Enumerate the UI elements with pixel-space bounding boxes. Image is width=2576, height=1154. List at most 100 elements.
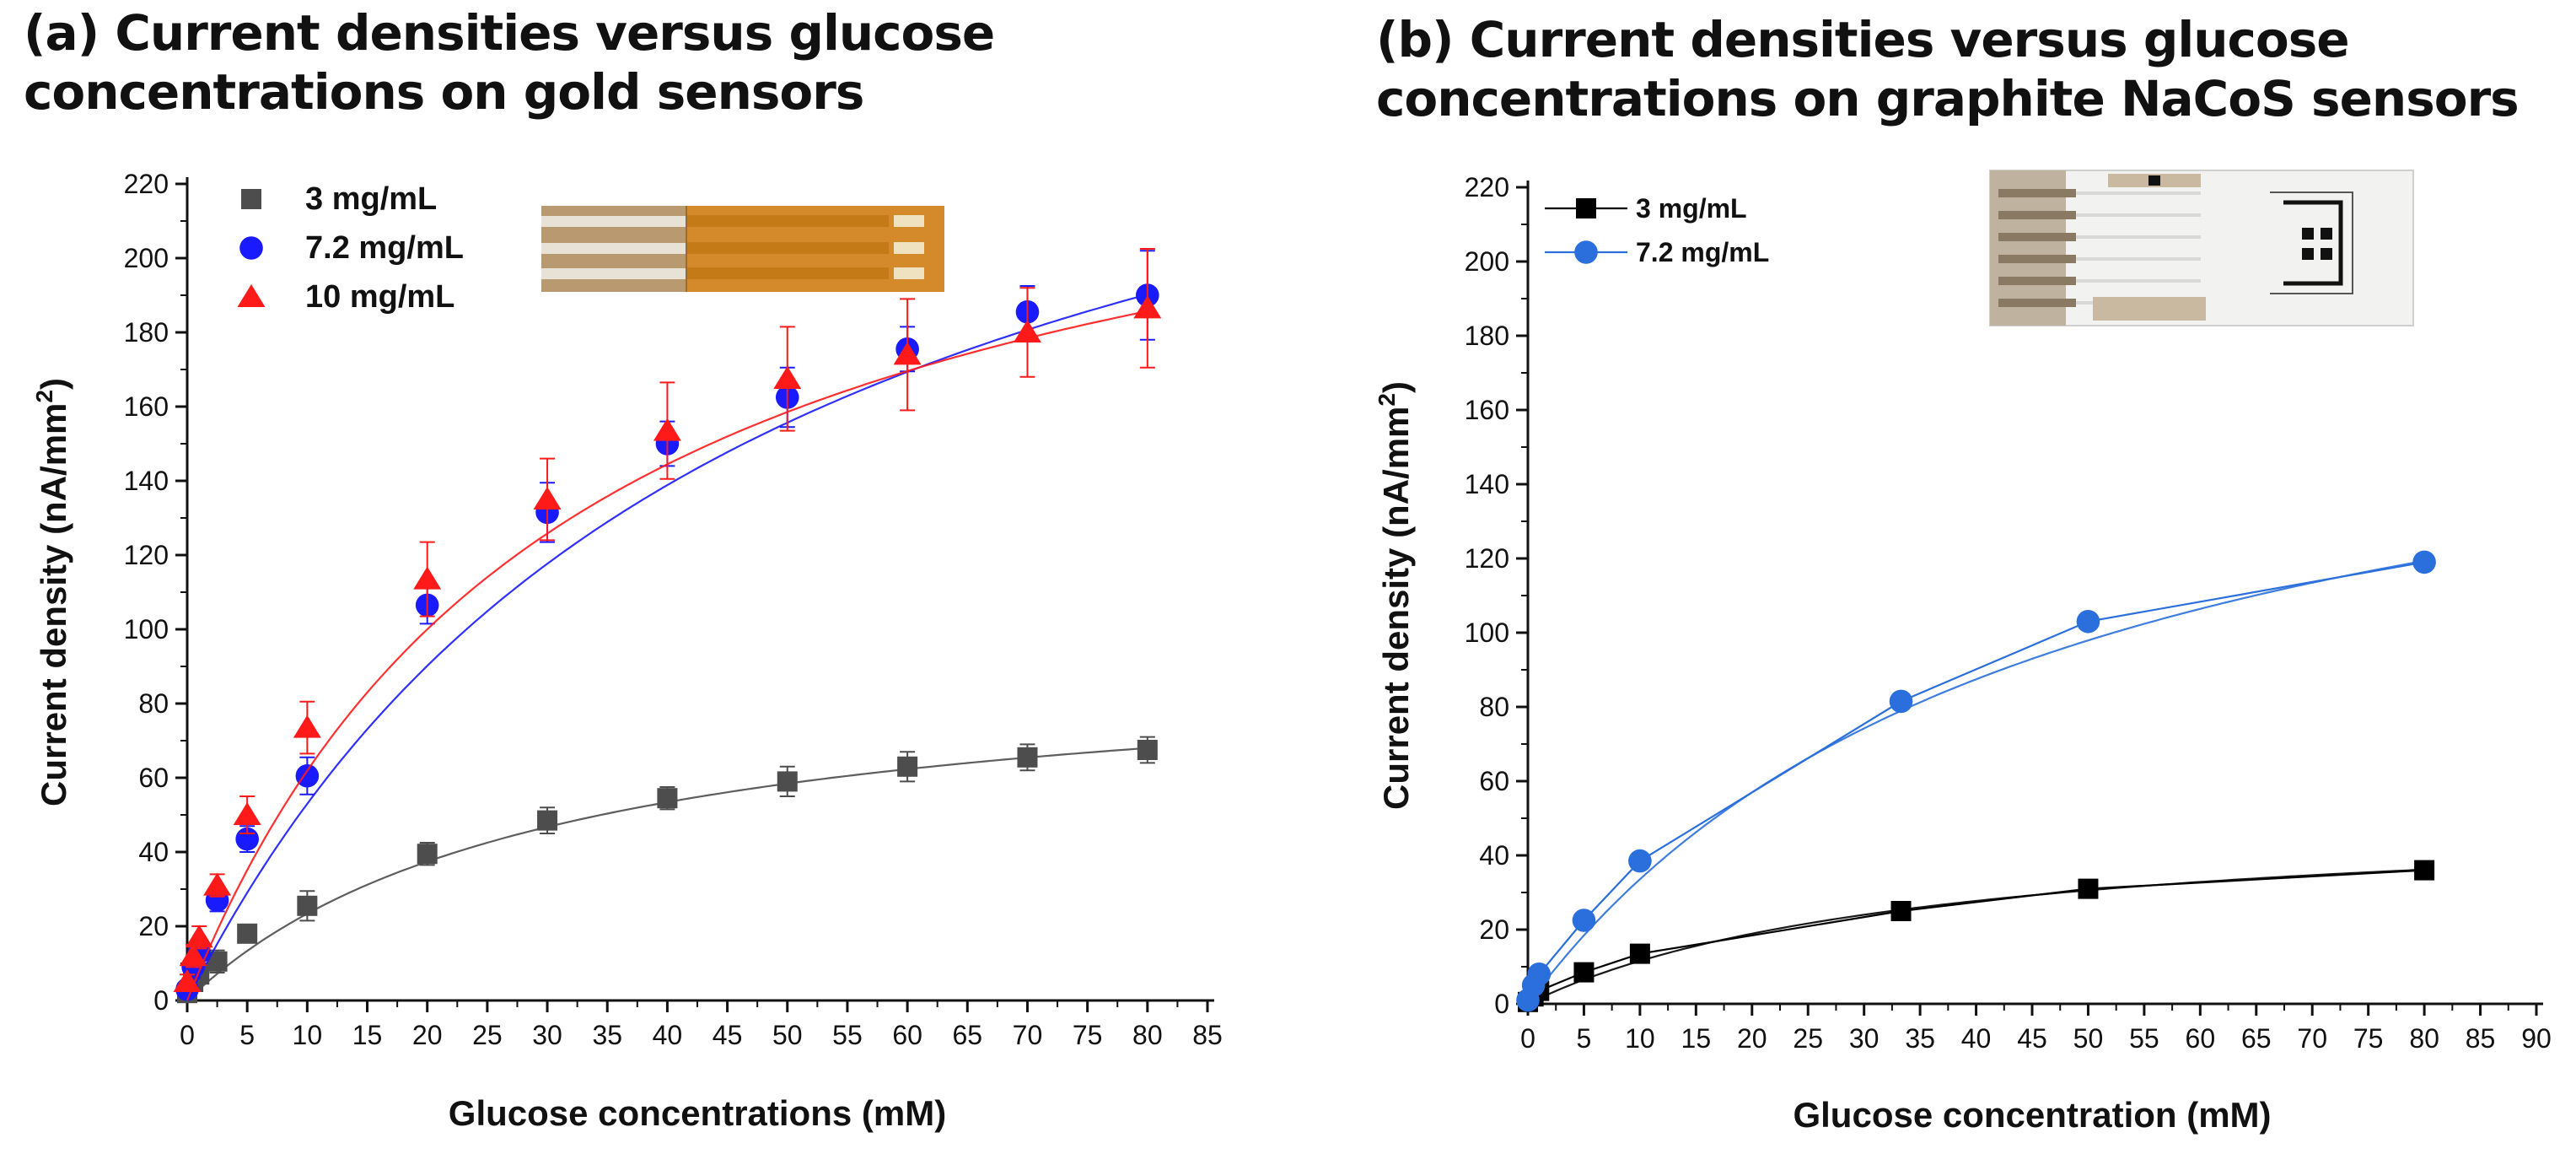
- chart-a-legend-marker-0: [241, 189, 261, 209]
- charta-y-tick-label: 80: [138, 688, 169, 719]
- chart-a-legend: 3 mg/mL 7.2 mg/mL 10 mg/mL: [237, 181, 464, 315]
- inset-b-working-pad: [2321, 228, 2332, 240]
- charta-y-tick-label: 40: [138, 837, 169, 867]
- charta-y-tick-label: 100: [124, 614, 169, 644]
- charta-y-tick-label: 160: [124, 391, 169, 422]
- chart-title-b: (b) Current densities versus glucose con…: [1376, 10, 2520, 128]
- chartb-point-1: [1572, 909, 1596, 932]
- inset-b-bottom-pad: [2093, 297, 2206, 321]
- chartb-y-tick-label: 200: [1465, 246, 1509, 277]
- chart-a-legend-label-0: 3 mg/mL: [305, 181, 437, 217]
- charta-point-0: [777, 771, 798, 792]
- charta-point-2: [293, 715, 321, 738]
- charta-point-2: [773, 366, 802, 389]
- charta-point-2: [233, 802, 261, 825]
- charta-x-tick-label: 30: [532, 1020, 562, 1050]
- inset-b-dot: [2148, 175, 2160, 186]
- chartb-y-tick-label: 40: [1479, 840, 1509, 871]
- charta-x-tick-label: 75: [1073, 1020, 1103, 1050]
- charta-point-2: [893, 342, 922, 365]
- charta-point-0: [1017, 747, 1038, 768]
- chartb-y-tick-label: 80: [1479, 692, 1509, 722]
- chart-b-legend: 3 mg/mL 7.2 mg/mL: [1545, 193, 1769, 267]
- inset-b-contact: [1998, 277, 2076, 285]
- chartb-x-tick-label: 80: [2409, 1023, 2439, 1054]
- chart-a-svg: 0 5 10 15 20 25 30 35 40 45 50 55 60 65 70 75 80 85 0 20 40 6…: [31, 169, 1223, 1133]
- chartb-y-tick-label: 160: [1465, 395, 1509, 425]
- chartb-y-tick-label: 120: [1465, 543, 1509, 574]
- charta-point-0: [417, 844, 438, 865]
- charta-y-tick-label: 220: [124, 169, 169, 199]
- inset-b-contact: [1998, 255, 2076, 263]
- chart-panel-a: (a) Current densities versus glucose con…: [0, 0, 1282, 1154]
- charta-point-2: [179, 943, 207, 967]
- chartb-x-tick-label: 50: [2073, 1023, 2104, 1054]
- chart-title-b-line-2: concentrations on graphite NaCoS sensors: [1376, 70, 2520, 127]
- chartb-y-tick-label: 220: [1465, 172, 1509, 202]
- chartb-point-0: [1629, 943, 1650, 964]
- inset-b-contact: [1998, 299, 2076, 307]
- charta-point-0: [297, 895, 318, 916]
- chartb-point-1: [2412, 550, 2436, 574]
- charta-x-axis-title: Glucose concentrations (mM): [449, 1093, 946, 1133]
- inset-b-contact: [1998, 211, 2076, 219]
- charta-x-tick-label: 70: [1013, 1020, 1043, 1050]
- charta-y-tick-label: 0: [153, 985, 169, 1016]
- charta-x-tick-label: 35: [592, 1020, 622, 1050]
- chart-b-svg: 0 5 10 15 20 25 30 35 40 45 50 55 60 65 70 75 80 85 90 0 20 4…: [1374, 170, 2552, 1135]
- inset-b-working-pad: [2321, 248, 2332, 260]
- charta-x-tick-label: 20: [412, 1020, 443, 1050]
- chartb-y-axis-title-main: Current density (nA/mm: [1376, 407, 1416, 810]
- chart-b-legend-marker-1: [1574, 240, 1598, 264]
- chart-title-a-line-2: concentrations on gold sensors: [24, 63, 864, 121]
- charta-x-tick-label: 55: [832, 1020, 863, 1050]
- chartb-x-tick-label: 55: [2129, 1023, 2159, 1054]
- charta-x-tick-label: 60: [892, 1020, 922, 1050]
- charta-point-2: [413, 566, 442, 590]
- charta-point-0: [537, 810, 558, 831]
- charta-series-0: [177, 736, 1158, 1004]
- charta-y-axis-title: Current density (nA/mm2): [31, 378, 73, 806]
- charta-point-2: [1133, 295, 1162, 319]
- inset-a-pad: [894, 242, 924, 254]
- inset-a-trace: [686, 215, 889, 227]
- charta-point-0: [897, 756, 918, 777]
- charta-x-tick-label: 25: [472, 1020, 503, 1050]
- charta-point-2: [185, 925, 213, 948]
- chartb-x-tick-label: 70: [2297, 1023, 2327, 1054]
- inset-a-pad: [894, 267, 924, 279]
- chartb-x-tick-label: 25: [1793, 1023, 1823, 1054]
- chartb-x-tick-label: 60: [2186, 1023, 2216, 1054]
- chart-a-legend-label-1: 7.2 mg/mL: [305, 230, 464, 266]
- charta-point-2: [1013, 320, 1041, 342]
- chartb-y-tick-label: 140: [1465, 469, 1509, 499]
- charta-x-tick-label: 10: [293, 1020, 323, 1050]
- chartb-x-tick-label: 45: [2017, 1023, 2047, 1054]
- charta-x-tick-label: 5: [239, 1020, 255, 1050]
- charta-point-2: [653, 418, 681, 441]
- inset-a-pad: [894, 215, 924, 227]
- chartb-point-1: [2076, 610, 2100, 634]
- charta-x-tick-label: 85: [1192, 1020, 1223, 1050]
- chartb-x-tick-label: 65: [2241, 1023, 2272, 1054]
- chartb-x-tick-label: 35: [1905, 1023, 1935, 1054]
- chartb-x-tick-label: 90: [2521, 1023, 2552, 1054]
- chartb-x-axis-title: Glucose concentration (mM): [1793, 1095, 2271, 1135]
- charta-fit-curve-1: [186, 293, 1148, 1001]
- chart-title-b-line-1: (b) Current densities versus glucose: [1376, 11, 2350, 68]
- charta-point-0: [657, 788, 678, 809]
- chartb-y-tick-label: 0: [1494, 989, 1509, 1019]
- charta-y-tick-label: 200: [124, 243, 169, 273]
- inset-b-ref-electrode: [2283, 200, 2343, 286]
- chartb-x-tick-label: 15: [1681, 1023, 1712, 1054]
- charta-point-2: [533, 487, 562, 510]
- chartb-point-0: [2414, 860, 2435, 881]
- inset-a-trace: [686, 242, 889, 254]
- chartb-y-axis-title: Current density (nA/mm2): [1374, 381, 1416, 810]
- chartb-point-1: [1628, 849, 1652, 873]
- inset-b-working-pad: [2302, 248, 2314, 260]
- charta-series-2: [173, 248, 1162, 1001]
- chartb-x-tick-label: 5: [1577, 1023, 1592, 1054]
- chartb-x-tick-label: 40: [1961, 1023, 1992, 1054]
- inset-a-wire: [541, 243, 686, 254]
